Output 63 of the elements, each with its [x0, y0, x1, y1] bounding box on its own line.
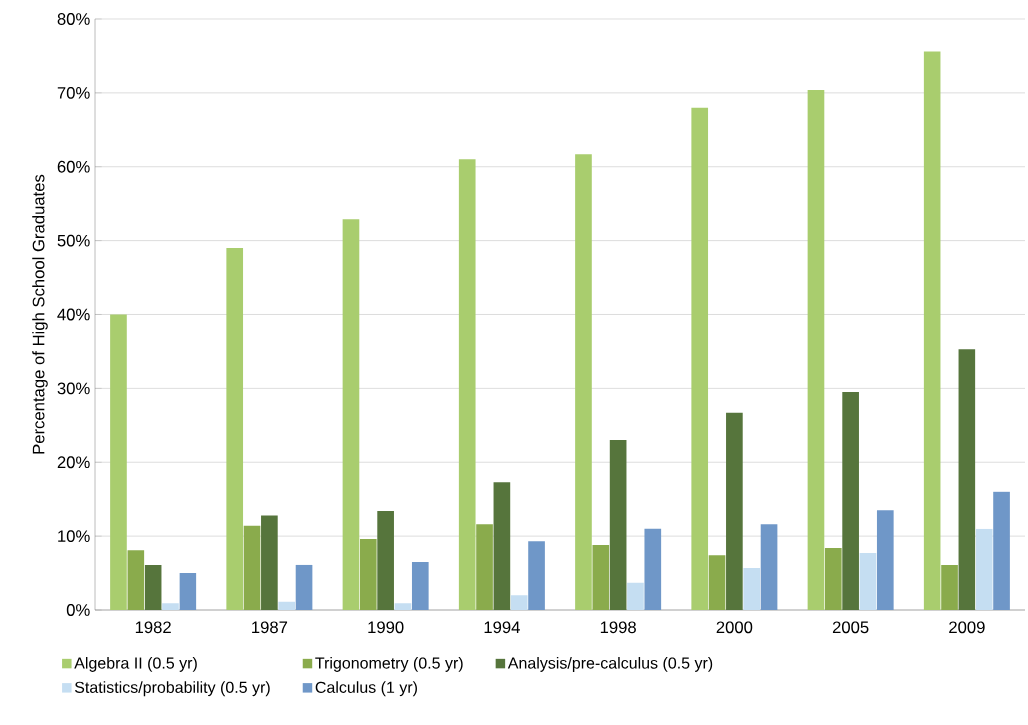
y-tick-label: 80%: [57, 13, 90, 25]
x-tick-label: 1994: [484, 621, 520, 634]
x-tick-label: 2005: [832, 621, 869, 634]
bar: [295, 564, 313, 610]
bar: [359, 539, 377, 610]
bar: [876, 510, 894, 610]
bar: [760, 524, 778, 610]
bar: [842, 392, 859, 610]
bar: [179, 573, 197, 610]
bar: [377, 511, 394, 610]
bar: [528, 541, 545, 610]
legend-label: Trigonometry (0.5 yr): [315, 656, 463, 672]
bar: [394, 603, 412, 610]
legend-label: Statistics/probability (0.5 yr): [74, 681, 270, 697]
bar: [627, 582, 644, 610]
bar: [708, 555, 726, 610]
bar: [941, 564, 958, 610]
legend-label: Algebra II (0.5 yr): [74, 656, 197, 672]
x-tick-label: 2000: [716, 621, 753, 634]
bar: [493, 482, 511, 610]
bar: [261, 515, 278, 610]
y-tick-label: 50%: [57, 234, 90, 247]
bar: [923, 51, 941, 610]
bar: [278, 601, 296, 610]
bar: [342, 219, 360, 610]
bar: [726, 412, 743, 610]
y-tick-label: 0%: [66, 604, 90, 616]
bar: [510, 595, 528, 610]
legend-label: Analysis/pre-calculus (0.5 yr): [507, 656, 713, 672]
bar: [411, 561, 429, 610]
y-tick-label: 40%: [57, 308, 90, 321]
bar: [958, 349, 976, 610]
y-tick-label: 10%: [58, 530, 90, 543]
bar: [127, 550, 145, 610]
bar: [993, 491, 1010, 610]
x-tick-label: 2009: [949, 621, 985, 634]
bar: [807, 89, 825, 610]
bar: [162, 603, 179, 610]
y-tick-label: 60%: [57, 160, 90, 173]
bar: [859, 553, 877, 610]
bar: [644, 528, 662, 610]
bar: [458, 159, 476, 610]
bar: [824, 547, 842, 610]
y-axis-title: Percentage of High School Graduates: [32, 174, 48, 454]
bar: [476, 524, 493, 610]
x-tick-label: 1990: [368, 621, 404, 634]
bar: [743, 567, 761, 610]
legend-label: Calculus (1 yr): [315, 681, 417, 697]
bar: [975, 528, 993, 610]
bar: [609, 440, 627, 610]
bar: [144, 564, 162, 610]
x-tick-label: 1982: [135, 621, 171, 634]
x-tick-label: 1998: [600, 621, 636, 634]
bar: [226, 248, 244, 610]
bar: [243, 525, 261, 610]
y-tick-label: 70%: [57, 86, 90, 99]
bar: [691, 107, 709, 610]
y-tick-label: 20%: [57, 456, 90, 469]
bar: [110, 314, 127, 610]
bar: [575, 154, 592, 610]
bar: [592, 544, 610, 610]
x-tick-label: 1987: [252, 621, 288, 634]
y-tick-label: 30%: [57, 382, 90, 395]
